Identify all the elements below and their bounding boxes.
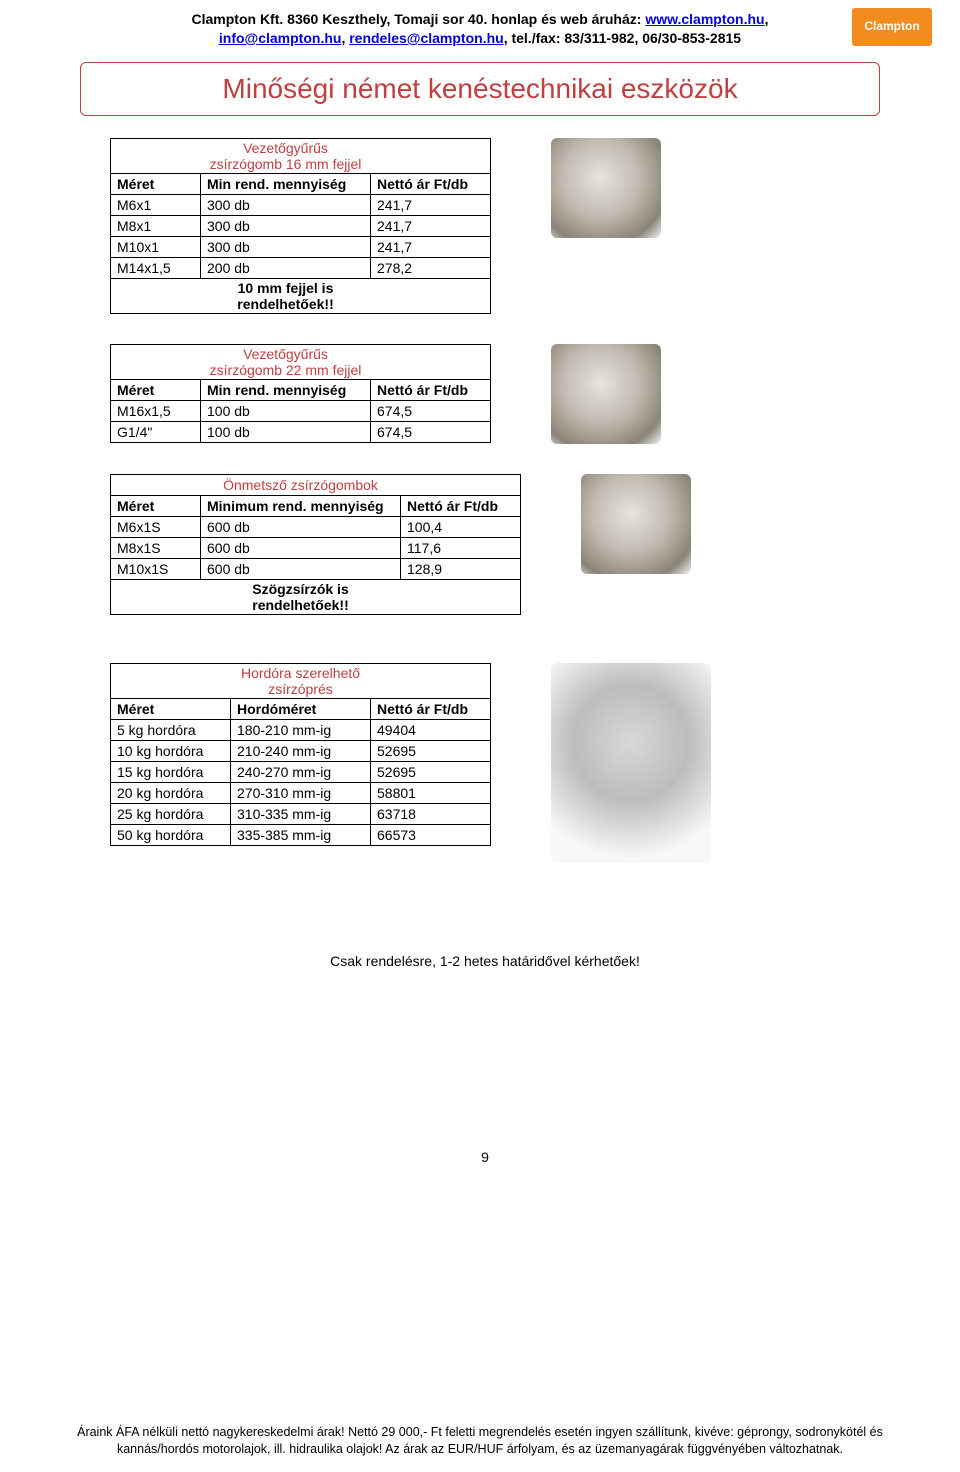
table-cell: 52695 xyxy=(371,761,491,782)
table-22mm: Vezetőgyűrűs zsírzógomb 22 mm fejjelMére… xyxy=(110,344,491,443)
table-cell: 100 db xyxy=(201,400,371,421)
table-title: Hordóra szerelhető zsírzóprés xyxy=(231,663,371,698)
header-text-2b: , tel./fax: 83/311-982, 06/30-853-2815 xyxy=(504,30,741,46)
table-cell: M8x1 xyxy=(111,215,201,236)
table-cell: M10x1 xyxy=(111,236,201,257)
table-cell: 300 db xyxy=(201,194,371,215)
table-cell: 270-310 mm-ig xyxy=(231,782,371,803)
product-image-16mm xyxy=(551,138,661,238)
table-cell: 241,7 xyxy=(371,236,491,257)
table-cell: 52695 xyxy=(371,740,491,761)
table-footer-note: 10 mm fejjel is rendelhetőek!! xyxy=(201,278,371,313)
table-col-header: Min rend. mennyiség xyxy=(201,379,371,400)
table-cell: 600 db xyxy=(201,558,401,579)
table-col-header: Méret xyxy=(111,173,201,194)
product-image-22mm xyxy=(551,344,661,444)
section-table2: Vezetőgyűrűs zsírzógomb 22 mm fejjelMére… xyxy=(110,344,860,444)
title-box: Minőségi német kenéstechnikai eszközök xyxy=(80,62,880,116)
section-table1: Vezetőgyűrűs zsírzógomb 16 mm fejjelMére… xyxy=(110,138,860,314)
table-col-header: Hordóméret xyxy=(231,698,371,719)
table-cell: 241,7 xyxy=(371,194,491,215)
table-cell: 674,5 xyxy=(371,421,491,442)
table-cell: 600 db xyxy=(201,537,401,558)
table-cell: M6x1S xyxy=(111,516,201,537)
table-cell: 100,4 xyxy=(401,516,521,537)
table-press: Hordóra szerelhető zsírzóprésMéretHordóm… xyxy=(110,663,491,846)
table-cell: M16x1,5 xyxy=(111,400,201,421)
footer-text: Áraink ÁFA nélküli nettó nagykereskedelm… xyxy=(0,1394,960,1472)
header: Clampton Clampton Kft. 8360 Keszthely, T… xyxy=(0,0,960,54)
table-col-header: Méret xyxy=(111,379,201,400)
product-image-press xyxy=(551,663,711,863)
product-image-onmetszo xyxy=(581,474,691,574)
section-table3: Önmetsző zsírzógombokMéretMinimum rend. … xyxy=(110,474,860,615)
table-cell: 210-240 mm-ig xyxy=(231,740,371,761)
header-link-order[interactable]: rendeles@clampton.hu xyxy=(349,30,503,46)
table-cell: 50 kg hordóra xyxy=(111,824,231,845)
table-title: Vezetőgyűrűs zsírzógomb 16 mm fejjel xyxy=(201,138,371,173)
table-cell: 128,9 xyxy=(401,558,521,579)
table-cell: 180-210 mm-ig xyxy=(231,719,371,740)
table-col-header: Min rend. mennyiség xyxy=(201,173,371,194)
table-cell: M10x1S xyxy=(111,558,201,579)
order-note: Csak rendelésre, 1-2 hetes határidővel k… xyxy=(110,893,860,969)
table-cell: 66573 xyxy=(371,824,491,845)
table-onmetszo: Önmetsző zsírzógombokMéretMinimum rend. … xyxy=(110,474,521,615)
table-cell: 240-270 mm-ig xyxy=(231,761,371,782)
table-cell: 310-335 mm-ig xyxy=(231,803,371,824)
logo: Clampton xyxy=(852,8,932,46)
table-cell: M6x1 xyxy=(111,194,201,215)
table-title: Vezetőgyűrűs zsírzógomb 22 mm fejjel xyxy=(201,344,371,379)
table-cell: 63718 xyxy=(371,803,491,824)
table-cell: G1/4" xyxy=(111,421,201,442)
table-cell: M14x1,5 xyxy=(111,257,201,278)
table-cell: M8x1S xyxy=(111,537,201,558)
table-cell: 15 kg hordóra xyxy=(111,761,231,782)
header-text-1a: Clampton Kft. 8360 Keszthely, Tomaji sor… xyxy=(192,11,488,27)
table-cell: 100 db xyxy=(201,421,371,442)
table-col-header: Nettó ár Ft/db xyxy=(371,698,491,719)
table-cell: 117,6 xyxy=(401,537,521,558)
table-title: Önmetsző zsírzógombok xyxy=(201,474,401,495)
table-cell: 5 kg hordóra xyxy=(111,719,231,740)
table-cell: 49404 xyxy=(371,719,491,740)
table-16mm: Vezetőgyűrűs zsírzógomb 16 mm fejjelMére… xyxy=(110,138,491,314)
table-cell: 674,5 xyxy=(371,400,491,421)
table-cell: 10 kg hordóra xyxy=(111,740,231,761)
table-col-header: Minimum rend. mennyiség xyxy=(201,495,401,516)
table-cell: 25 kg hordóra xyxy=(111,803,231,824)
table-footer-note: Szögzsírzók is rendelhetőek!! xyxy=(201,579,401,614)
table-col-header: Méret xyxy=(111,495,201,516)
table-cell: 200 db xyxy=(201,257,371,278)
header-link-info[interactable]: info@clampton.hu xyxy=(219,30,342,46)
table-cell: 278,2 xyxy=(371,257,491,278)
table-cell: 241,7 xyxy=(371,215,491,236)
table-cell: 20 kg hordóra xyxy=(111,782,231,803)
header-link-web[interactable]: www.clampton.hu xyxy=(645,11,764,27)
table-col-header: Méret xyxy=(111,698,231,719)
section-table4: Hordóra szerelhető zsírzóprésMéretHordóm… xyxy=(110,663,860,863)
table-cell: 335-385 mm-ig xyxy=(231,824,371,845)
page-title: Minőségi német kenéstechnikai eszközök xyxy=(89,73,871,105)
table-cell: 300 db xyxy=(201,236,371,257)
table-cell: 600 db xyxy=(201,516,401,537)
page-number: 9 xyxy=(110,969,860,1165)
table-cell: 300 db xyxy=(201,215,371,236)
table-col-header: Nettó ár Ft/db xyxy=(371,173,491,194)
logo-text: Clampton xyxy=(864,20,919,33)
table-col-header: Nettó ár Ft/db xyxy=(401,495,521,516)
table-col-header: Nettó ár Ft/db xyxy=(371,379,491,400)
header-text-1b: honlap és web áruház: xyxy=(487,11,645,27)
table-cell: 58801 xyxy=(371,782,491,803)
